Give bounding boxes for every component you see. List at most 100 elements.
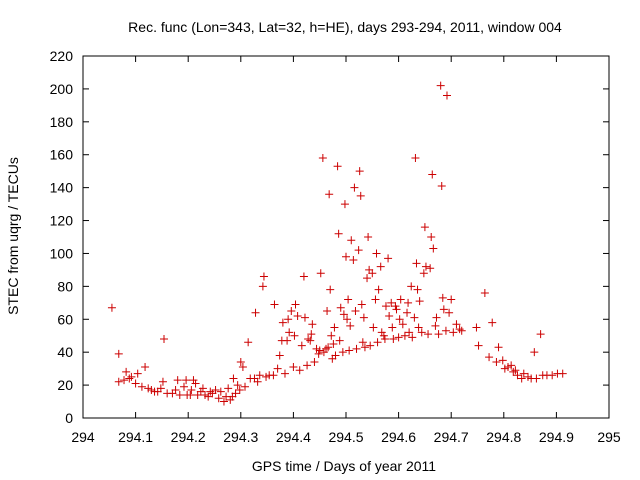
data-point xyxy=(346,321,355,330)
data-point xyxy=(334,229,343,238)
data-point xyxy=(295,366,304,375)
data-point xyxy=(238,362,247,371)
data-point xyxy=(434,330,443,339)
data-point xyxy=(273,364,282,373)
data-point xyxy=(342,252,350,261)
data-point xyxy=(131,379,140,388)
data-point xyxy=(156,384,165,393)
data-point xyxy=(355,167,364,176)
data-point xyxy=(426,264,435,273)
data-point xyxy=(233,381,242,390)
data-point xyxy=(343,315,352,324)
data-point xyxy=(255,371,264,380)
data-point xyxy=(259,272,268,281)
data-point xyxy=(480,288,489,297)
data-point xyxy=(325,190,334,199)
data-point xyxy=(289,362,298,371)
data-point xyxy=(412,259,421,268)
data-point xyxy=(356,191,365,200)
data-point xyxy=(457,326,466,335)
data-point xyxy=(366,341,375,350)
y-axis: 0 20 40 60 80 100 120 140 160 180 200 220 xyxy=(50,48,609,426)
y-tick-label: 0 xyxy=(65,410,73,426)
data-point xyxy=(371,295,380,304)
data-point xyxy=(387,298,396,307)
data-point xyxy=(350,183,359,192)
x-tick-label: 294.3 xyxy=(223,429,258,445)
chart-title: Rec. func (Lon=343, Lat=32, h=HE), days … xyxy=(128,19,562,35)
data-point xyxy=(340,200,349,209)
data-point xyxy=(432,313,441,322)
data-point xyxy=(347,236,356,245)
data-point xyxy=(513,371,522,380)
data-point xyxy=(414,323,423,332)
data-point xyxy=(326,285,335,294)
data-point xyxy=(381,302,390,311)
data-point xyxy=(413,285,422,294)
data-point xyxy=(364,233,373,241)
data-point xyxy=(231,389,240,398)
data-point xyxy=(419,269,428,278)
data-point xyxy=(307,330,316,339)
y-tick-label: 200 xyxy=(50,81,74,97)
data-point xyxy=(511,366,520,375)
data-point xyxy=(333,162,342,171)
data-point xyxy=(400,331,409,340)
data-point xyxy=(324,343,333,352)
data-point xyxy=(137,382,146,391)
data-point xyxy=(429,244,438,253)
plot-border xyxy=(82,55,610,419)
data-point xyxy=(507,361,516,370)
data-point xyxy=(122,367,131,376)
x-tick-label: 294.2 xyxy=(171,429,206,445)
data-point xyxy=(349,256,358,265)
data-point xyxy=(314,349,323,358)
data-point xyxy=(175,390,184,399)
data-point xyxy=(388,323,397,332)
data-point xyxy=(323,307,332,316)
data-point xyxy=(436,81,445,90)
data-point xyxy=(452,320,461,329)
y-tick-label: 180 xyxy=(50,114,74,130)
x-tick-label: 295 xyxy=(597,429,621,445)
data-point xyxy=(204,392,213,401)
data-point xyxy=(211,386,220,395)
data-point xyxy=(236,358,245,367)
y-tick-label: 120 xyxy=(50,213,74,229)
data-point xyxy=(442,91,451,100)
data-point xyxy=(384,254,393,263)
data-point xyxy=(258,282,267,291)
y-tick-label: 160 xyxy=(50,147,74,163)
data-point xyxy=(335,336,344,345)
data-point xyxy=(229,374,238,383)
x-tick-label: 294.7 xyxy=(434,429,469,445)
x-axis: 294 294.1 294.2 294.3 294.4 294.5 294.6 294.7 29… xyxy=(71,56,621,445)
data-point xyxy=(548,371,557,380)
data-point xyxy=(303,361,312,370)
data-point xyxy=(376,262,385,271)
y-tick-label: 40 xyxy=(57,344,73,360)
data-point xyxy=(171,386,180,395)
data-point xyxy=(408,333,417,342)
data-point xyxy=(336,303,345,312)
data-point xyxy=(318,154,327,163)
data-point xyxy=(363,274,372,283)
data-point xyxy=(189,376,198,385)
data-point xyxy=(352,344,361,353)
data-point xyxy=(284,315,293,324)
data-point xyxy=(127,372,136,381)
data-point xyxy=(141,362,150,371)
data-point xyxy=(438,293,447,302)
data-point xyxy=(385,311,394,320)
data-point xyxy=(498,356,507,365)
data-point xyxy=(285,328,294,337)
data-point xyxy=(339,310,348,319)
data-point xyxy=(187,386,196,395)
data-point xyxy=(517,374,526,383)
data-point xyxy=(330,323,339,332)
data-point xyxy=(327,331,336,340)
data-point xyxy=(244,338,253,347)
x-tick-label: 294.4 xyxy=(276,429,311,445)
data-point xyxy=(158,377,167,386)
